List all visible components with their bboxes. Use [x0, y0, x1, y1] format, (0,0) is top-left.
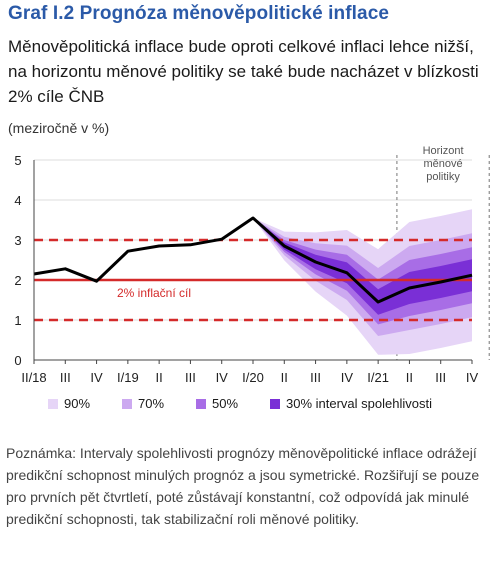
legend-swatch-50 — [196, 398, 206, 409]
x-tick-label-14: IV — [466, 370, 479, 385]
chart-subtitle: Měnověpolitická inflace bude oproti celk… — [8, 37, 479, 106]
legend-item-70: 70% — [122, 396, 164, 411]
y-tick-label-2: 2 — [14, 273, 21, 288]
legend-label-30: 30% interval spolehlivosti — [286, 396, 432, 411]
inflation-forecast-chart: Horizont měnové politiky 2% inflační cíl 0 1 2… — [14, 145, 490, 385]
footnote: Poznámka: Intervaly spolehlivosti prognó… — [6, 445, 480, 527]
fan-band-30 — [253, 218, 472, 315]
inflation-target-label: 2% inflační cíl — [117, 286, 191, 300]
x-tick-label-13: III — [435, 370, 446, 385]
y-tick-label-3: 3 — [14, 233, 21, 248]
x-tick-label-9: III — [310, 370, 321, 385]
unit-label: (meziročně v %) — [8, 120, 110, 136]
x-tick-label-3: I/19 — [117, 370, 139, 385]
x-tick-label-4: II — [156, 370, 163, 385]
x-tick-label-1: III — [60, 370, 71, 385]
x-tick-label-5: III — [185, 370, 196, 385]
legend-swatch-30 — [270, 398, 280, 409]
x-tick-label-12: II — [406, 370, 413, 385]
legend-swatch-90 — [48, 398, 58, 409]
legend-item-90: 90% — [48, 396, 90, 411]
y-tick-label-5: 5 — [14, 153, 21, 168]
x-tick-label-2: IV — [90, 370, 103, 385]
x-tick-label-6: IV — [216, 370, 229, 385]
legend: 90% 70% 50% 30% interval spolehlivosti — [0, 396, 494, 418]
legend-item-30: 30% interval spolehlivosti — [270, 396, 432, 411]
horizon-label: Horizont měnové politiky — [423, 145, 464, 183]
legend-item-50: 50% — [196, 396, 238, 411]
chart-title: Graf I.2 Prognóza měnověpolitické inflac… — [8, 3, 390, 24]
legend-label-70: 70% — [138, 396, 165, 411]
x-tick-label-7: I/20 — [242, 370, 264, 385]
x-tick-label-11: I/21 — [367, 370, 389, 385]
y-tick-label-4: 4 — [14, 193, 21, 208]
x-tick-label-8: II — [281, 370, 288, 385]
y-tick-label-1: 1 — [14, 313, 21, 328]
x-tick-label-10: IV — [341, 370, 354, 385]
legend-label-50: 50% — [212, 396, 239, 411]
legend-swatch-70 — [122, 398, 132, 409]
x-tick-label-0: II/18 — [21, 370, 46, 385]
legend-label-90: 90% — [64, 396, 91, 411]
y-tick-label-0: 0 — [14, 353, 21, 368]
